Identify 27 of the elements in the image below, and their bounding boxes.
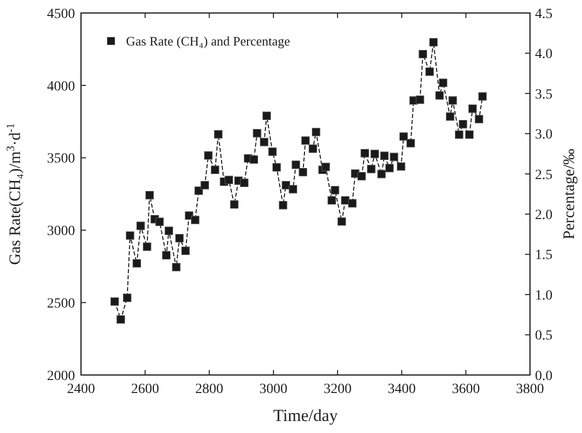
x-tick-label: 3800 <box>516 382 544 397</box>
y-tick-label: 4000 <box>47 79 75 94</box>
y2-axis-title: Percentage/‰ <box>561 148 578 240</box>
legend-label: Gas Rate (CH₄) and Percentage <box>126 34 290 49</box>
x-tick-label: 2400 <box>67 382 95 397</box>
y-tick-label: 2000 <box>47 368 75 384</box>
x-tick-label: 3000 <box>259 382 288 397</box>
y2-tick-label: 1.5 <box>535 248 552 264</box>
x-tick-label: 3200 <box>324 382 352 397</box>
y2-tick-label: 0.0 <box>535 368 552 384</box>
y2-tick-label: 4.0 <box>535 47 552 62</box>
x-axis-title: Time/day <box>273 406 338 425</box>
y2-tick-label: 3.5 <box>535 87 552 102</box>
y2-tick-label: 1.0 <box>535 288 552 304</box>
y-tick-label: 3500 <box>47 152 75 167</box>
x-tick-label: 3400 <box>388 382 416 397</box>
x-tick-label: 2800 <box>195 382 224 397</box>
y-tick-label: 4500 <box>47 6 75 22</box>
y-tick-label: 3000 <box>47 224 75 240</box>
x-tick-label: 3600 <box>452 382 480 397</box>
y-tick-label: 2500 <box>47 296 75 312</box>
y2-tick-label: 3.0 <box>535 128 552 143</box>
y2-tick-label: 2.5 <box>535 168 552 183</box>
y2-tick-label: 0.5 <box>535 328 552 344</box>
x-tick-label: 2600 <box>131 382 160 397</box>
y2-tick-label: 4.5 <box>535 6 552 22</box>
y2-tick-label: 2.0 <box>535 208 552 224</box>
